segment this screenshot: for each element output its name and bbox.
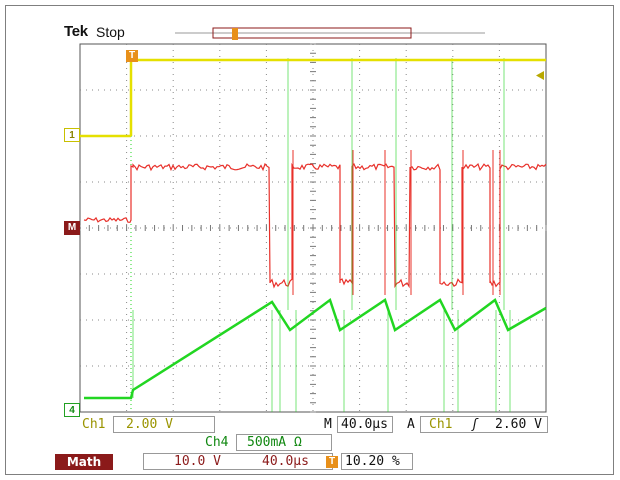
- trigger-position-icon: T: [326, 456, 338, 468]
- trigger-source: Ch1: [429, 417, 453, 432]
- ch4-scale-box[interactable]: 500mA Ω: [236, 434, 332, 451]
- math-waveform: [83, 162, 547, 289]
- acquisition-state: Stop: [96, 24, 125, 40]
- math-trace: [83, 150, 547, 295]
- record-trigger-marker: [232, 28, 238, 40]
- ch1-high-segment: [129, 58, 546, 136]
- ch4-scale: 500mA Ω: [247, 435, 302, 450]
- trigger-position-value: 10.20 %: [345, 454, 400, 469]
- trigger-position-marker[interactable]: T: [126, 50, 138, 62]
- math-label: Math: [55, 454, 113, 470]
- trigger-label: A: [407, 417, 415, 432]
- trigger-slope-icon: ʃ: [471, 417, 479, 432]
- record-view-bar: [175, 27, 485, 40]
- scope-frame: [5, 5, 614, 475]
- math-ground-marker[interactable]: M: [64, 221, 80, 235]
- horizontal-label: M: [324, 417, 332, 432]
- trigger-position-box[interactable]: 10.20 %: [341, 453, 413, 470]
- brand-logo: Tek: [64, 23, 88, 40]
- ch4-current-trace: [84, 58, 547, 412]
- record-window-bracket: [212, 27, 412, 39]
- ch4-label: Ch4: [205, 435, 229, 450]
- ch4-ground-marker[interactable]: 4: [64, 403, 80, 417]
- math-scale-box[interactable]: 10.0 V 40.0µs: [143, 453, 333, 470]
- math-time: 40.0µs: [262, 454, 309, 469]
- math-scale: 10.0 V: [174, 454, 221, 469]
- ch1-scale: 2.00 V: [126, 417, 173, 432]
- trigger-level-arrow-icon: [536, 71, 544, 80]
- ch4-waveform: [84, 297, 547, 400]
- ch1-label: Ch1: [82, 417, 106, 432]
- horizontal-scale: 40.0µs: [341, 417, 388, 432]
- graticule: [79, 43, 547, 413]
- ch1-scale-box[interactable]: 2.00 V: [113, 416, 215, 433]
- trigger-level: 2.60 V: [495, 417, 542, 432]
- center-axis-ticks: [79, 43, 547, 413]
- ch1-ground-marker[interactable]: 1: [64, 128, 80, 142]
- horizontal-scale-box[interactable]: 40.0µs: [337, 416, 393, 433]
- trigger-settings-box[interactable]: Ch1 ʃ 2.60 V: [420, 416, 548, 433]
